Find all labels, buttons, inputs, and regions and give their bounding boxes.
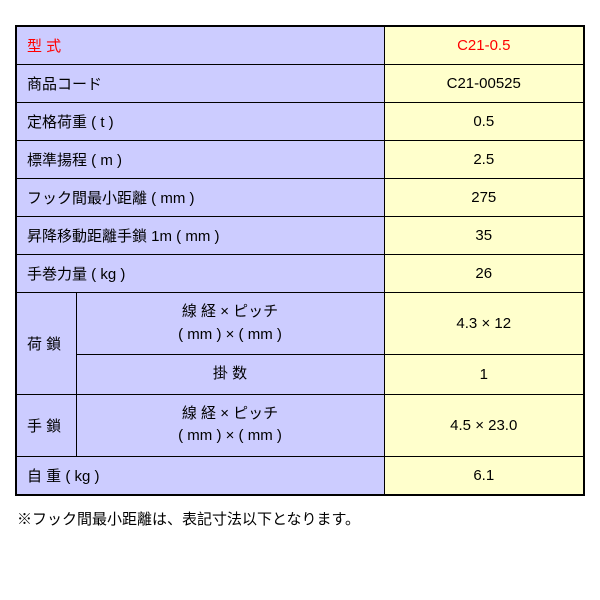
row-travel-distance: 昇降移動距離手鎖 1m ( mm ) 35 [16,217,584,255]
spec-table: 型 式 C21-0.5 商品コード C21-00525 定格荷重 ( t ) 0… [15,25,585,496]
row-standard-lift: 標準揚程 ( m ) 2.5 [16,141,584,179]
header-row: 型 式 C21-0.5 [16,26,584,65]
sublabel-load-chain-pitch: 線 経 × ピッチ ( mm ) × ( mm ) [76,293,384,355]
value-product-code: C21-00525 [384,65,584,103]
row-hand-force: 手巻力量 ( kg ) 26 [16,255,584,293]
group-hand-chain: 手 鎖 [16,394,76,456]
hand-chain-line1: 線 経 × ピッチ [182,405,278,422]
header-value: C21-0.5 [457,37,510,54]
load-chain-line2: ( mm ) × ( mm ) [178,326,282,343]
row-hook-distance: フック間最小距離 ( mm ) 275 [16,179,584,217]
value-travel-distance: 35 [384,217,584,255]
row-weight: 自 重 ( kg ) 6.1 [16,456,584,495]
row-product-code: 商品コード C21-00525 [16,65,584,103]
label-weight: 自 重 ( kg ) [16,456,384,495]
header-label: 型 式 [27,38,61,55]
label-hook-distance: フック間最小距離 ( mm ) [16,179,384,217]
row-rated-load: 定格荷重 ( t ) 0.5 [16,103,584,141]
row-load-chain-2: 掛 数 1 [16,355,584,395]
sublabel-hand-chain-pitch: 線 経 × ピッチ ( mm ) × ( mm ) [76,394,384,456]
header-value-cell: C21-0.5 [384,26,584,65]
value-rated-load: 0.5 [384,103,584,141]
row-hand-chain: 手 鎖 線 経 × ピッチ ( mm ) × ( mm ) 4.5 × 23.0 [16,394,584,456]
value-hand-chain-pitch: 4.5 × 23.0 [384,394,584,456]
label-hand-force: 手巻力量 ( kg ) [16,255,384,293]
value-load-chain-count: 1 [384,355,584,395]
label-travel-distance: 昇降移動距離手鎖 1m ( mm ) [16,217,384,255]
value-weight: 6.1 [384,456,584,495]
load-chain-line1: 線 経 × ピッチ [182,303,278,320]
group-load-chain: 荷 鎖 [16,293,76,395]
label-product-code: 商品コード [16,65,384,103]
value-hand-force: 26 [384,255,584,293]
sublabel-load-chain-count: 掛 数 [76,355,384,395]
label-standard-lift: 標準揚程 ( m ) [16,141,384,179]
value-standard-lift: 2.5 [384,141,584,179]
header-label-cell: 型 式 [16,26,384,65]
hand-chain-line2: ( mm ) × ( mm ) [178,427,282,444]
footnote: ※フック間最小距離は、表記寸法以下となります。 [15,508,585,529]
value-load-chain-pitch: 4.3 × 12 [384,293,584,355]
label-rated-load: 定格荷重 ( t ) [16,103,384,141]
row-load-chain-1: 荷 鎖 線 経 × ピッチ ( mm ) × ( mm ) 4.3 × 12 [16,293,584,355]
value-hook-distance: 275 [384,179,584,217]
